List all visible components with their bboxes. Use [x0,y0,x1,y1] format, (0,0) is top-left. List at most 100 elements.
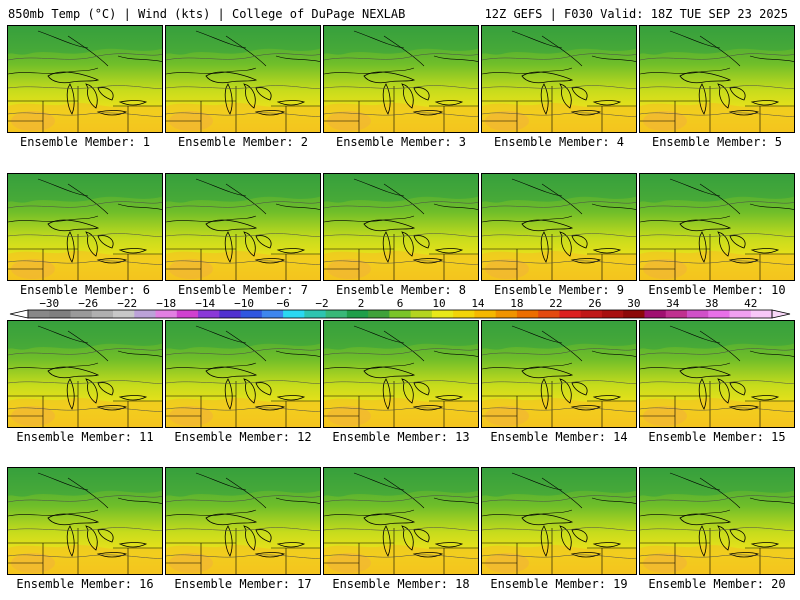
colorbar-tick-label: −30 [39,297,59,310]
political-boundaries [166,30,320,132]
colorbar-border [27,309,773,319]
great-lakes-coastlines [205,366,306,411]
map-svg [166,174,320,280]
isotherm-contours [640,495,794,559]
cold-region [166,468,320,497]
map-svg [324,174,478,280]
colorbar-tick-label: −22 [117,297,137,310]
great-lakes-coastlines [47,219,148,264]
cold-region [482,321,636,350]
ensemble-member-map [165,25,321,133]
ensemble-member-label: Ensemble Member: 11 [16,430,154,444]
ensemble-member-map [639,467,795,575]
ensemble-member-label: Ensemble Member: 12 [174,430,312,444]
cold-region [8,174,162,203]
ensemble-member-map [323,320,479,428]
colorbar-segment [750,310,773,318]
ensemble-member-label: Ensemble Member: 19 [490,577,628,591]
map-svg [482,174,636,280]
ensemble-member-label: Ensemble Member: 6 [19,283,151,297]
colorbar-segment [70,310,93,318]
great-lakes-coastlines [205,513,306,558]
colorbar-segment [453,310,475,318]
ensemble-member-map [639,320,795,428]
isotherm-contours [324,201,478,265]
colorbar-segment [91,310,114,318]
colorbar-min-arrow [9,309,29,319]
cold-region [482,26,636,55]
colorbar-tick-label: −14 [195,297,215,310]
ensemble-member-map [481,467,637,575]
ensemble-member-label: Ensemble Member: 17 [174,577,312,591]
isotherm-contours [324,348,478,412]
ensemble-member-label: Ensemble Member: 20 [648,577,786,591]
ensemble-member-label: Ensemble Member: 14 [490,430,628,444]
ensemble-member-label: Ensemble Member: 8 [335,283,467,297]
colorbar-segment [325,310,348,318]
model-run-info: 12Z GEFS | F030 Valid: 18Z TUE SEP 23 20… [484,7,788,21]
isotherm-contours [640,348,794,412]
cold-region [166,321,320,350]
colorbar-segment [623,310,645,318]
colorbar-segment [49,310,72,318]
ensemble-member-label: Ensemble Member: 13 [332,430,470,444]
ensemble-member-label: Ensemble Member: 3 [335,135,467,149]
temperature-colorbar: −30 −26 −22 −18 −14 −10 −6 −2 2 6 10 14 18 22 26 30 34 38… [9,297,791,319]
colorbar-segment [283,310,305,318]
map-svg [482,321,636,427]
colorbar-segment [474,310,497,318]
colorbar-segment [28,310,50,318]
isotherm-contours [166,495,320,559]
great-lakes-coastlines [521,219,622,264]
isotherm-contours [482,495,636,559]
map-svg [324,26,478,132]
great-lakes-coastlines [679,366,780,411]
colorbar-segment [155,310,178,318]
isotherm-contours [166,201,320,265]
political-boundaries [640,325,794,427]
great-lakes-coastlines [363,71,464,116]
great-lakes-coastlines [363,366,464,411]
cold-region [640,26,794,55]
great-lakes-coastlines [363,219,464,264]
cold-region [324,174,478,203]
chart-title: 850mb Temp (°C) | Wind (kts) | College o… [8,7,406,21]
great-lakes-coastlines [363,513,464,558]
ensemble-member-map [7,25,163,133]
political-boundaries [324,178,478,280]
isotherm-contours [166,53,320,117]
cold-region [640,174,794,203]
cold-region [482,174,636,203]
colorbar-segment [176,310,199,318]
colorbar-tick-label: 34 [666,297,680,310]
colorbar-segment [346,310,369,318]
ensemble-member-map [165,467,321,575]
map-svg [166,468,320,574]
great-lakes-coastlines [205,71,306,116]
colorbar-segment [538,310,560,318]
cold-region [166,26,320,55]
ensemble-member-label: Ensemble Member: 7 [177,283,309,297]
ensemble-member-map [7,320,163,428]
ensemble-member-map [639,25,795,133]
map-svg [8,468,162,574]
map-svg [482,468,636,574]
isotherm-contours [8,348,162,412]
colorbar-segment [559,310,582,318]
colorbar-tick-label: −10 [234,297,254,310]
isotherm-contours [482,53,636,117]
colorbar-tick-label: −2 [315,297,328,310]
ensemble-member-label: Ensemble Member: 16 [16,577,154,591]
map-svg [640,26,794,132]
map-svg [324,468,478,574]
colorbar-segment [729,310,752,318]
isotherm-contours [166,348,320,412]
political-boundaries [8,472,162,574]
colorbar-segment [368,310,390,318]
colorbar-tick-label: 18 [510,297,523,310]
map-svg [640,174,794,280]
isotherm-contours [8,495,162,559]
cold-region [324,468,478,497]
ensemble-member-label: Ensemble Member: 2 [177,135,309,149]
ensemble-member-label: Ensemble Member: 15 [648,430,786,444]
